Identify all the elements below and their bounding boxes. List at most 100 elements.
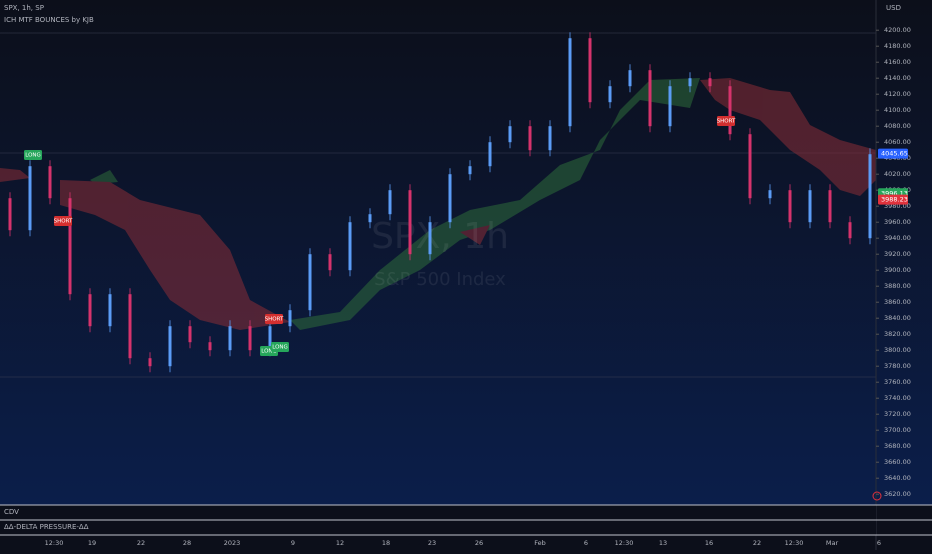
price-badge xyxy=(878,194,908,205)
candle xyxy=(508,126,512,143)
candle xyxy=(848,222,852,239)
indicator-name: ICH MTF BOUNCES by KJB xyxy=(4,16,94,24)
signal-label: SHORT xyxy=(717,119,736,125)
candle xyxy=(248,326,252,351)
candle xyxy=(468,166,472,175)
signal-box xyxy=(54,216,72,226)
price-tick-label: 4140.00 xyxy=(884,74,911,82)
time-tick-label: 2023 xyxy=(224,539,241,547)
candle xyxy=(208,342,212,351)
time-tick-label: 6 xyxy=(584,539,588,547)
price-tick-label: 3840.00 xyxy=(884,314,911,322)
price-tick-label: 3900.00 xyxy=(884,266,911,274)
time-tick-label: 13 xyxy=(659,539,667,547)
candle xyxy=(308,254,312,311)
time-tick-label: 23 xyxy=(428,539,436,547)
watermark-subtitle: S&P 500 Index xyxy=(374,269,506,290)
candle xyxy=(628,70,632,87)
time-tick-label: 12:30 xyxy=(785,539,804,547)
signal-label: SHORT xyxy=(265,317,284,323)
candle xyxy=(448,174,452,223)
candle xyxy=(608,86,612,103)
price-tick-label: 3780.00 xyxy=(884,362,911,370)
candle xyxy=(8,198,12,231)
candle xyxy=(28,166,32,231)
candle xyxy=(548,126,552,151)
price-tick-label: 3920.00 xyxy=(884,250,911,258)
signal-box xyxy=(265,314,283,324)
candle xyxy=(428,222,432,255)
price-badge-label: 3988.23 xyxy=(881,196,908,204)
candle xyxy=(568,38,572,127)
alert-icon[interactable] xyxy=(872,491,882,501)
candle xyxy=(48,166,52,199)
time-tick-label: 12 xyxy=(336,539,344,547)
candle xyxy=(668,86,672,127)
candle xyxy=(528,126,532,151)
price-tick-label: 4200.00 xyxy=(884,26,911,34)
time-tick-label: Mar xyxy=(826,539,839,547)
time-tick-label: 12:30 xyxy=(45,539,64,547)
candle xyxy=(708,78,712,87)
time-tick-label: 6 xyxy=(877,539,881,547)
candle xyxy=(268,326,272,351)
price-tick-label: 3660.00 xyxy=(884,458,911,466)
price-tick-label: 3800.00 xyxy=(884,346,911,354)
signal-label: LONG xyxy=(261,349,277,355)
price-tick-label: 3820.00 xyxy=(884,330,911,338)
price-badge-label: 4045.65 xyxy=(881,150,908,158)
price-tick-label: 3700.00 xyxy=(884,426,911,434)
price-badge xyxy=(878,148,908,159)
price-tick-label: 3940.00 xyxy=(884,234,911,242)
signal-box xyxy=(271,342,289,352)
time-tick-label: 22 xyxy=(753,539,761,547)
watermark-title: SPX, 1h xyxy=(371,216,509,257)
candle xyxy=(788,190,792,223)
price-tick-label: 3980.00 xyxy=(884,202,911,210)
time-tick-label: 26 xyxy=(475,539,483,547)
candle xyxy=(408,190,412,255)
price-tick-label: 4060.00 xyxy=(884,138,911,146)
time-tick-label: 9 xyxy=(291,539,295,547)
price-tick-label: 3740.00 xyxy=(884,394,911,402)
price-tick-label: 3640.00 xyxy=(884,474,911,482)
candle xyxy=(228,326,232,351)
candle xyxy=(168,326,172,367)
price-tick-label: 3720.00 xyxy=(884,410,911,418)
candle xyxy=(768,190,772,199)
candle xyxy=(748,134,752,199)
currency: USD xyxy=(886,4,901,12)
signal-box xyxy=(717,116,735,126)
candle xyxy=(868,154,872,239)
signal-label: LONG xyxy=(272,345,288,351)
candle xyxy=(388,190,392,215)
signal-label: LONG xyxy=(25,153,41,159)
pane-label: ΔΔ-DELTA PRESSURE-ΔΔ xyxy=(4,523,89,531)
candle xyxy=(108,294,112,327)
price-tick-label: 4080.00 xyxy=(884,122,911,130)
time-tick-label: Feb xyxy=(534,539,546,547)
candle xyxy=(88,294,92,327)
candle xyxy=(648,70,652,127)
price-tick-label: 3680.00 xyxy=(884,442,911,450)
candle xyxy=(588,38,592,103)
candle xyxy=(68,198,72,295)
candle xyxy=(688,78,692,87)
time-tick-label: 19 xyxy=(88,539,96,547)
candle xyxy=(368,214,372,223)
candle xyxy=(808,190,812,223)
candle xyxy=(828,190,832,223)
symbol: SPX, 1h, SP xyxy=(4,4,44,12)
price-tick-label: 3620.00 xyxy=(884,490,911,498)
price-tick-label: 4100.00 xyxy=(884,106,911,114)
price-tick-label: 4020.00 xyxy=(884,170,911,178)
candle xyxy=(188,326,192,343)
price-badge-label: 3996.13 xyxy=(881,189,908,197)
time-tick-label: 16 xyxy=(705,539,713,547)
signal-box xyxy=(24,150,42,160)
price-tick-label: 4120.00 xyxy=(884,90,911,98)
pane-label: CDV xyxy=(4,508,19,516)
time-tick-label: 22 xyxy=(137,539,145,547)
price-tick-label: 3760.00 xyxy=(884,378,911,386)
